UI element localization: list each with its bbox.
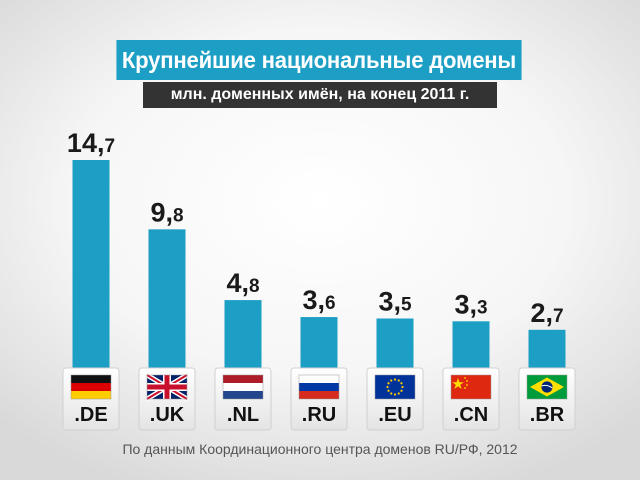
category-card: .CN bbox=[442, 367, 500, 431]
value-label: 4,8 bbox=[226, 268, 259, 298]
bar-nl bbox=[224, 300, 262, 368]
bar-cn bbox=[452, 321, 490, 368]
category-label: .BR bbox=[530, 404, 565, 426]
category-label: .NL bbox=[227, 404, 259, 426]
category-card: .DE bbox=[62, 367, 120, 431]
source-note: По данным Координационного центра домено… bbox=[122, 441, 518, 457]
value-label: 14,7 bbox=[67, 128, 115, 158]
united-kingdom-flag bbox=[145, 372, 189, 402]
chart-title: Крупнейшие национальные домены bbox=[116, 40, 522, 80]
european-union-flag bbox=[374, 374, 416, 400]
bar-eu bbox=[376, 318, 414, 368]
bar-ru bbox=[300, 317, 338, 368]
bar-uk bbox=[148, 229, 186, 368]
chart-title-text: Крупнейшие национальные домены bbox=[121, 46, 517, 73]
brazil-flag bbox=[526, 374, 568, 400]
category-card: .EU bbox=[366, 367, 424, 431]
category-card: .UK bbox=[138, 367, 196, 431]
category-label: .CN bbox=[454, 404, 488, 426]
bar-chart: 14,7 .DE 9,8 .UK 4,8 .NL 3,6 .RU 3,5 .EU 3,3 .CN 2,7… bbox=[62, 128, 576, 431]
category-label: .EU bbox=[378, 404, 411, 426]
germany-flag bbox=[70, 374, 112, 400]
value-label: 3,6 bbox=[302, 285, 335, 315]
category-card: .RU bbox=[290, 367, 348, 431]
china-flag bbox=[450, 374, 492, 400]
netherlands-flag bbox=[222, 374, 264, 400]
category-label: .DE bbox=[74, 404, 107, 426]
category-label: .RU bbox=[302, 404, 336, 426]
value-label: 3,3 bbox=[454, 289, 487, 319]
chart-subtitle-text: млн. доменных имён, на конец 2011 г. bbox=[170, 86, 470, 103]
bar-br bbox=[528, 329, 566, 368]
category-label: .UK bbox=[150, 404, 185, 426]
value-label: 2,7 bbox=[530, 298, 563, 328]
category-card: .NL bbox=[214, 367, 272, 431]
value-label: 3,5 bbox=[378, 286, 412, 316]
value-label: 9,8 bbox=[150, 197, 183, 227]
chart-subtitle: млн. доменных имён, на конец 2011 г. bbox=[143, 82, 497, 108]
bar-de bbox=[72, 160, 110, 368]
category-card: .BR bbox=[518, 367, 576, 431]
russia-flag bbox=[298, 374, 340, 400]
